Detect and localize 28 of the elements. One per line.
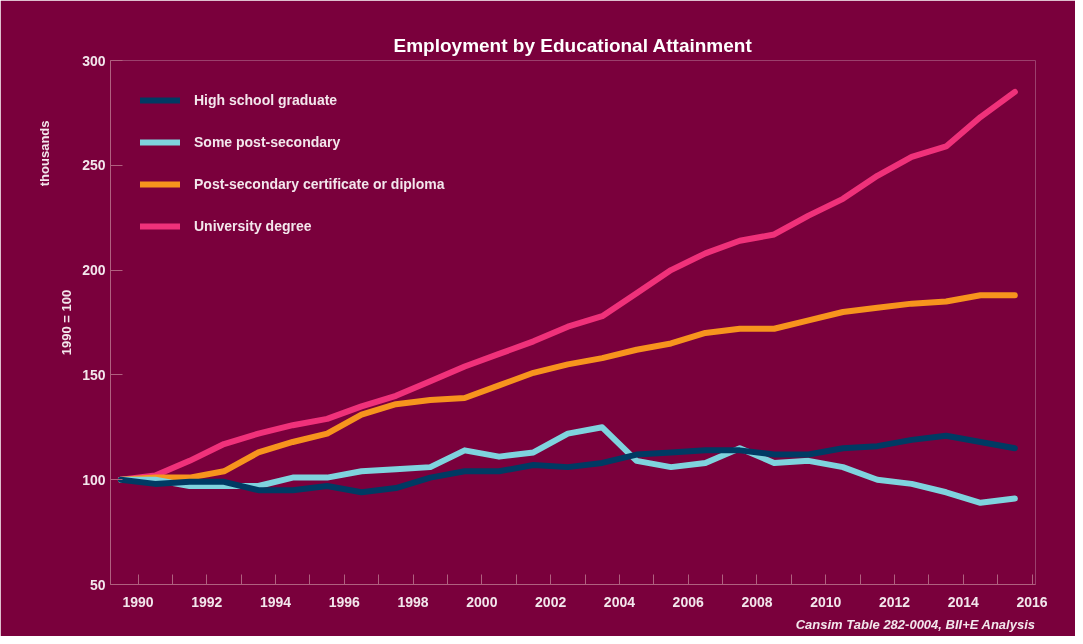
y-tick-label: 200 [82,262,106,279]
x-tick-label: 1998 [397,593,429,610]
x-tick-label: 2008 [741,593,773,610]
x-tick-label: 1992 [191,593,223,610]
x-tick-label: 2014 [947,593,980,610]
legend-label: Post-secondary certificate or diploma [194,176,445,192]
y-tick-label: 100 [82,471,106,488]
y-tick-label: 250 [82,157,106,174]
chart-title: Employment by Educational Attainment [393,34,753,56]
x-tick-label: 2004 [603,593,636,610]
legend-label: University degree [194,218,312,234]
x-tick-label: 2002 [535,593,567,610]
x-tick-label: 2012 [878,593,911,610]
x-tick-label: 1990 [122,593,154,610]
x-tick-label: 2016 [1016,593,1048,610]
x-tick-label: 1994 [259,593,292,610]
y-tick-label: 150 [82,366,106,383]
legend-label: High school graduate [194,92,338,108]
x-tick-label: 2000 [466,593,498,610]
x-tick-label: 2006 [672,593,704,610]
y-tick-label: 300 [82,52,106,69]
legend-label: Some post-secondary [194,134,341,150]
y-axis-title: 1990 = 100 [59,289,75,356]
text: thousands [36,120,52,187]
x-tick-label: 1996 [328,593,361,610]
y-tick-label: 50 [89,576,106,593]
text: Cansim Table 282-0004, BII+E Analysis [795,616,1036,632]
x-tick-label: 2010 [810,593,842,610]
